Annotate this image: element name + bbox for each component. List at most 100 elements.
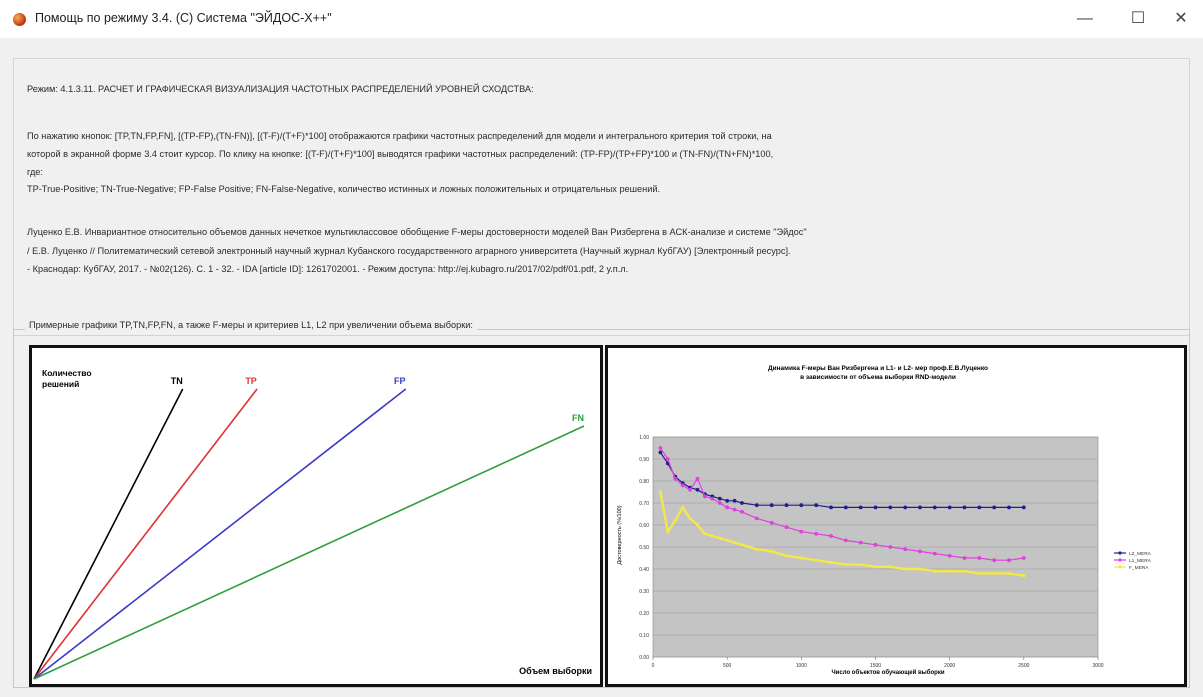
chart-subtitle: в зависимости от объема выборки RND-моде… (800, 373, 956, 381)
data-point-l2_mera (769, 503, 774, 508)
data-point-l1_mera (732, 507, 737, 512)
legend-marker (1118, 565, 1122, 569)
line-tn (33, 388, 184, 680)
data-point-l1_mera (858, 540, 863, 545)
data-point-f_mera (933, 569, 937, 573)
data-point-l1_mera (873, 542, 878, 547)
data-point-l2_mera (799, 503, 804, 508)
line-tp (33, 388, 258, 680)
data-point-l2_mera (695, 487, 700, 492)
reference-line: / Е.В. Луценко // Политематический сетев… (27, 246, 791, 256)
data-point-l2_mera (814, 503, 819, 508)
data-point-l1_mera (918, 549, 922, 554)
data-point-l2_mera (784, 503, 789, 508)
data-point-f_mera (1007, 571, 1011, 575)
data-point-l1_mera (658, 446, 663, 450)
maximize-button[interactable]: ☐ (1130, 10, 1146, 27)
info-text-line: где: (27, 167, 43, 177)
data-point-f_mera (688, 516, 692, 520)
data-point-l2_mera (740, 501, 744, 505)
minimize-button[interactable]: — (1077, 10, 1093, 27)
data-point-f_mera (755, 547, 759, 551)
data-point-l2_mera (725, 498, 730, 503)
legend-marker (1118, 558, 1122, 562)
reference-line: - Краснодар: КубГАУ, 2017. - №02(126). С… (27, 264, 629, 274)
info-text-line: TP-True-Positive; TN-True-Negative; FP-F… (27, 184, 661, 194)
data-point-l1_mera (799, 529, 804, 534)
data-point-l1_mera (888, 545, 893, 549)
close-button[interactable]: ✕ (1174, 10, 1188, 27)
data-point-l1_mera (843, 538, 848, 543)
data-point-l1_mera (673, 476, 678, 481)
data-point-f_mera (784, 554, 789, 558)
y-tick-label: 0.10 (639, 633, 649, 639)
data-point-f_mera (695, 523, 700, 527)
title-bar: Помощь по режиму 3.4. (С) Система "ЭЙДОС… (0, 0, 1203, 38)
data-point-f_mera (873, 565, 878, 569)
data-point-l2_mera (888, 505, 893, 510)
data-point-l1_mera (680, 483, 685, 488)
y-axis-title: Достоверность (%/100) (617, 505, 623, 564)
data-point-f_mera (844, 563, 848, 567)
x-tick-label: 0 (652, 663, 655, 669)
x-tick-label: 500 (723, 663, 732, 669)
y-axis-label: Количество (42, 368, 92, 378)
data-point-f_mera (888, 565, 892, 569)
x-tick-label: 1000 (796, 663, 807, 669)
window-content: Режим: 4.1.3.11. РАСЧЕТ И ГРАФИЧЕСКАЯ ВИ… (0, 38, 1203, 697)
data-point-l2_mera (932, 505, 937, 510)
line-fn (33, 425, 585, 680)
data-point-f_mera (1022, 574, 1026, 578)
legend-label: F_MERA (1129, 565, 1149, 571)
x-axis-label: Объем выборки (519, 666, 592, 676)
data-point-l1_mera (710, 496, 715, 501)
data-point-l1_mera (754, 516, 759, 521)
data-point-f_mera (658, 490, 662, 494)
y-tick-label: 0.50 (639, 545, 649, 551)
data-point-f_mera (977, 571, 981, 575)
data-point-l1_mera (769, 520, 774, 525)
data-point-f_mera (799, 556, 803, 560)
data-point-f_mera (918, 567, 922, 571)
data-point-f_mera (962, 569, 967, 573)
data-point-l2_mera (732, 498, 737, 503)
data-point-l2_mera (1007, 505, 1011, 510)
data-point-l1_mera (1007, 558, 1011, 563)
data-point-l1_mera (947, 553, 952, 558)
data-point-f_mera (673, 519, 677, 523)
info-panel: Режим: 4.1.3.11. РАСЧЕТ И ГРАФИЧЕСКАЯ ВИ… (13, 58, 1190, 336)
data-point-l1_mera (992, 558, 997, 563)
line-label-tn: TN (171, 376, 183, 386)
groupbox-caption: Примерные графики TP,TN,FP,FN, а также F… (25, 320, 477, 330)
legend-label: L2_MERA (1129, 551, 1152, 557)
f-measure-chart: Динамика F-меры Ван Ризбергена и L1- и L… (605, 345, 1187, 687)
line-fp (33, 388, 407, 680)
data-point-l2_mera (903, 505, 908, 510)
mode-heading: Режим: 4.1.3.11. РАСЧЕТ И ГРАФИЧЕСКАЯ ВИ… (27, 84, 534, 94)
data-point-l2_mera (918, 505, 922, 510)
data-point-l1_mera (695, 476, 700, 481)
data-point-l1_mera (829, 534, 833, 538)
x-tick-label: 2500 (1018, 663, 1029, 669)
legend-label: L1_MERA (1129, 558, 1152, 564)
data-point-l1_mera (932, 551, 937, 556)
tp-tn-fp-fn-svg: Количество решений Объем выборки TN TP FP F… (33, 368, 592, 680)
y-tick-label: 0.40 (639, 567, 649, 573)
data-point-f_mera (725, 538, 729, 542)
data-point-f_mera (903, 567, 907, 571)
data-point-l2_mera (873, 505, 878, 510)
data-point-l2_mera (947, 505, 952, 510)
data-point-f_mera (718, 536, 722, 540)
legend-marker (1118, 551, 1122, 555)
data-point-l1_mera (688, 487, 692, 492)
x-tick-label: 3000 (1092, 663, 1103, 669)
y-tick-label: 0.30 (639, 589, 649, 595)
data-point-f_mera (703, 532, 707, 536)
data-point-l1_mera (740, 509, 744, 514)
data-point-l1_mera (962, 556, 967, 560)
data-point-f_mera (992, 571, 996, 575)
data-point-l1_mera (725, 505, 730, 510)
x-axis-title: Число объектов обучающей выборки (831, 669, 944, 676)
data-point-f_mera (814, 558, 818, 562)
data-point-f_mera (733, 541, 737, 545)
